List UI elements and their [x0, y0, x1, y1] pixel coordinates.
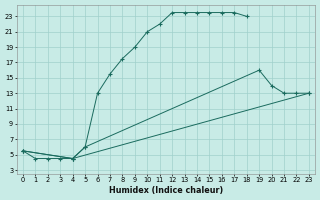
X-axis label: Humidex (Indice chaleur): Humidex (Indice chaleur) [109, 186, 223, 195]
